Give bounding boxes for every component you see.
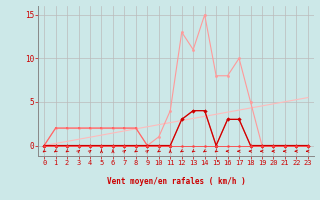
X-axis label: Vent moyen/en rafales ( km/h ): Vent moyen/en rafales ( km/h ) — [107, 177, 245, 186]
